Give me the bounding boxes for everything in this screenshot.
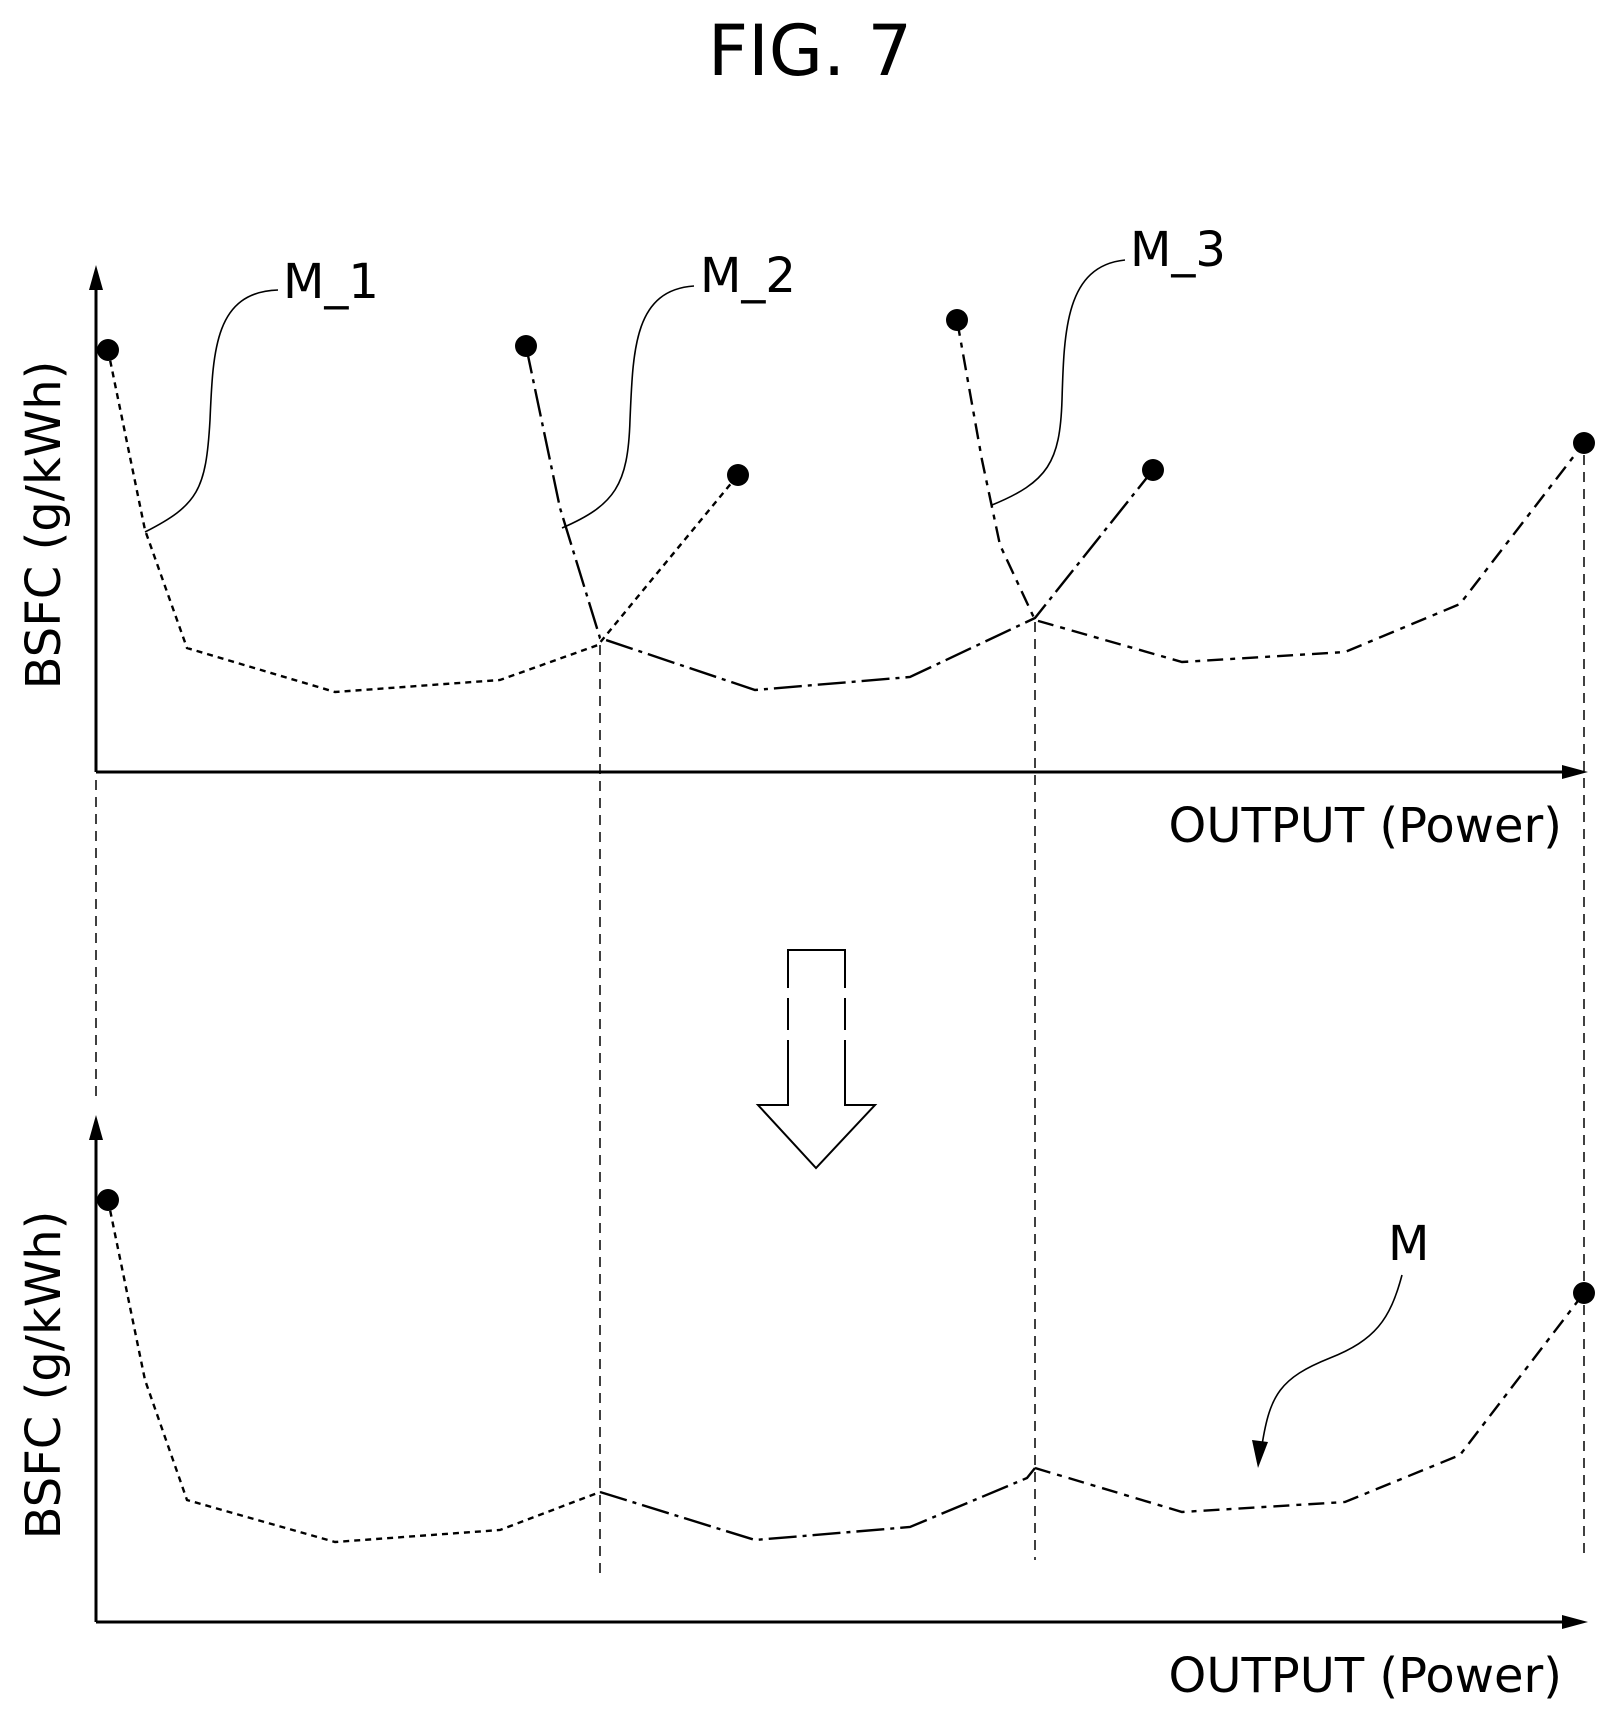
leader-line-m1 <box>144 289 279 533</box>
curve-m3-start-point <box>946 309 968 331</box>
down-arrow-icon <box>755 949 878 1170</box>
label-m2: M_2 <box>700 248 796 304</box>
bottom-y-axis-label: BSFC (g/kWh) <box>16 1211 72 1540</box>
curve-m1 <box>106 349 739 694</box>
bottom-x-axis-label: OUTPUT (Power) <box>1169 1648 1562 1704</box>
figure-title: FIG. 7 <box>708 10 912 92</box>
projection-guides <box>95 455 1585 1580</box>
bottom-x-axis-arrowhead <box>1562 1615 1588 1629</box>
top-y-axis-label: BSFC (g/kWh) <box>16 361 72 690</box>
leader-line-m2 <box>561 285 695 529</box>
top-graph: BSFC (g/kWh) OUTPUT (Power) M_1 M_2 M_3 <box>16 222 1595 854</box>
leader-line-m3 <box>991 259 1126 506</box>
label-m1: M_1 <box>283 254 379 310</box>
curve-m-segment-1 <box>106 1199 601 1544</box>
bottom-graph: BSFC (g/kWh) OUTPUT (Power) M <box>16 1115 1595 1704</box>
curve-m-end-point <box>1573 1282 1595 1304</box>
top-y-axis-arrowhead <box>89 265 103 290</box>
label-m: M <box>1388 1216 1429 1272</box>
leader-arrowhead-m <box>1252 1440 1268 1468</box>
curve-m1-start-point <box>97 339 119 361</box>
top-x-axis-label: OUTPUT (Power) <box>1169 798 1562 854</box>
transition-arrow <box>755 949 878 1170</box>
curve-m3 <box>955 319 1585 664</box>
curve-m2 <box>524 345 1154 692</box>
curve-m2-start-point <box>515 335 537 357</box>
label-m3: M_3 <box>1130 222 1226 278</box>
bottom-y-axis-arrowhead <box>89 1115 103 1140</box>
curve-m-segment-2 <box>599 1467 1036 1542</box>
top-x-axis-arrowhead <box>1562 765 1588 779</box>
leader-line-m <box>1261 1274 1403 1446</box>
curve-m1-end-point <box>727 464 749 486</box>
curve-m3-end-point <box>1573 432 1595 454</box>
curve-m2-end-point <box>1142 459 1164 481</box>
curve-m-start-point <box>97 1189 119 1211</box>
curve-m-segment-3 <box>1034 1292 1585 1514</box>
